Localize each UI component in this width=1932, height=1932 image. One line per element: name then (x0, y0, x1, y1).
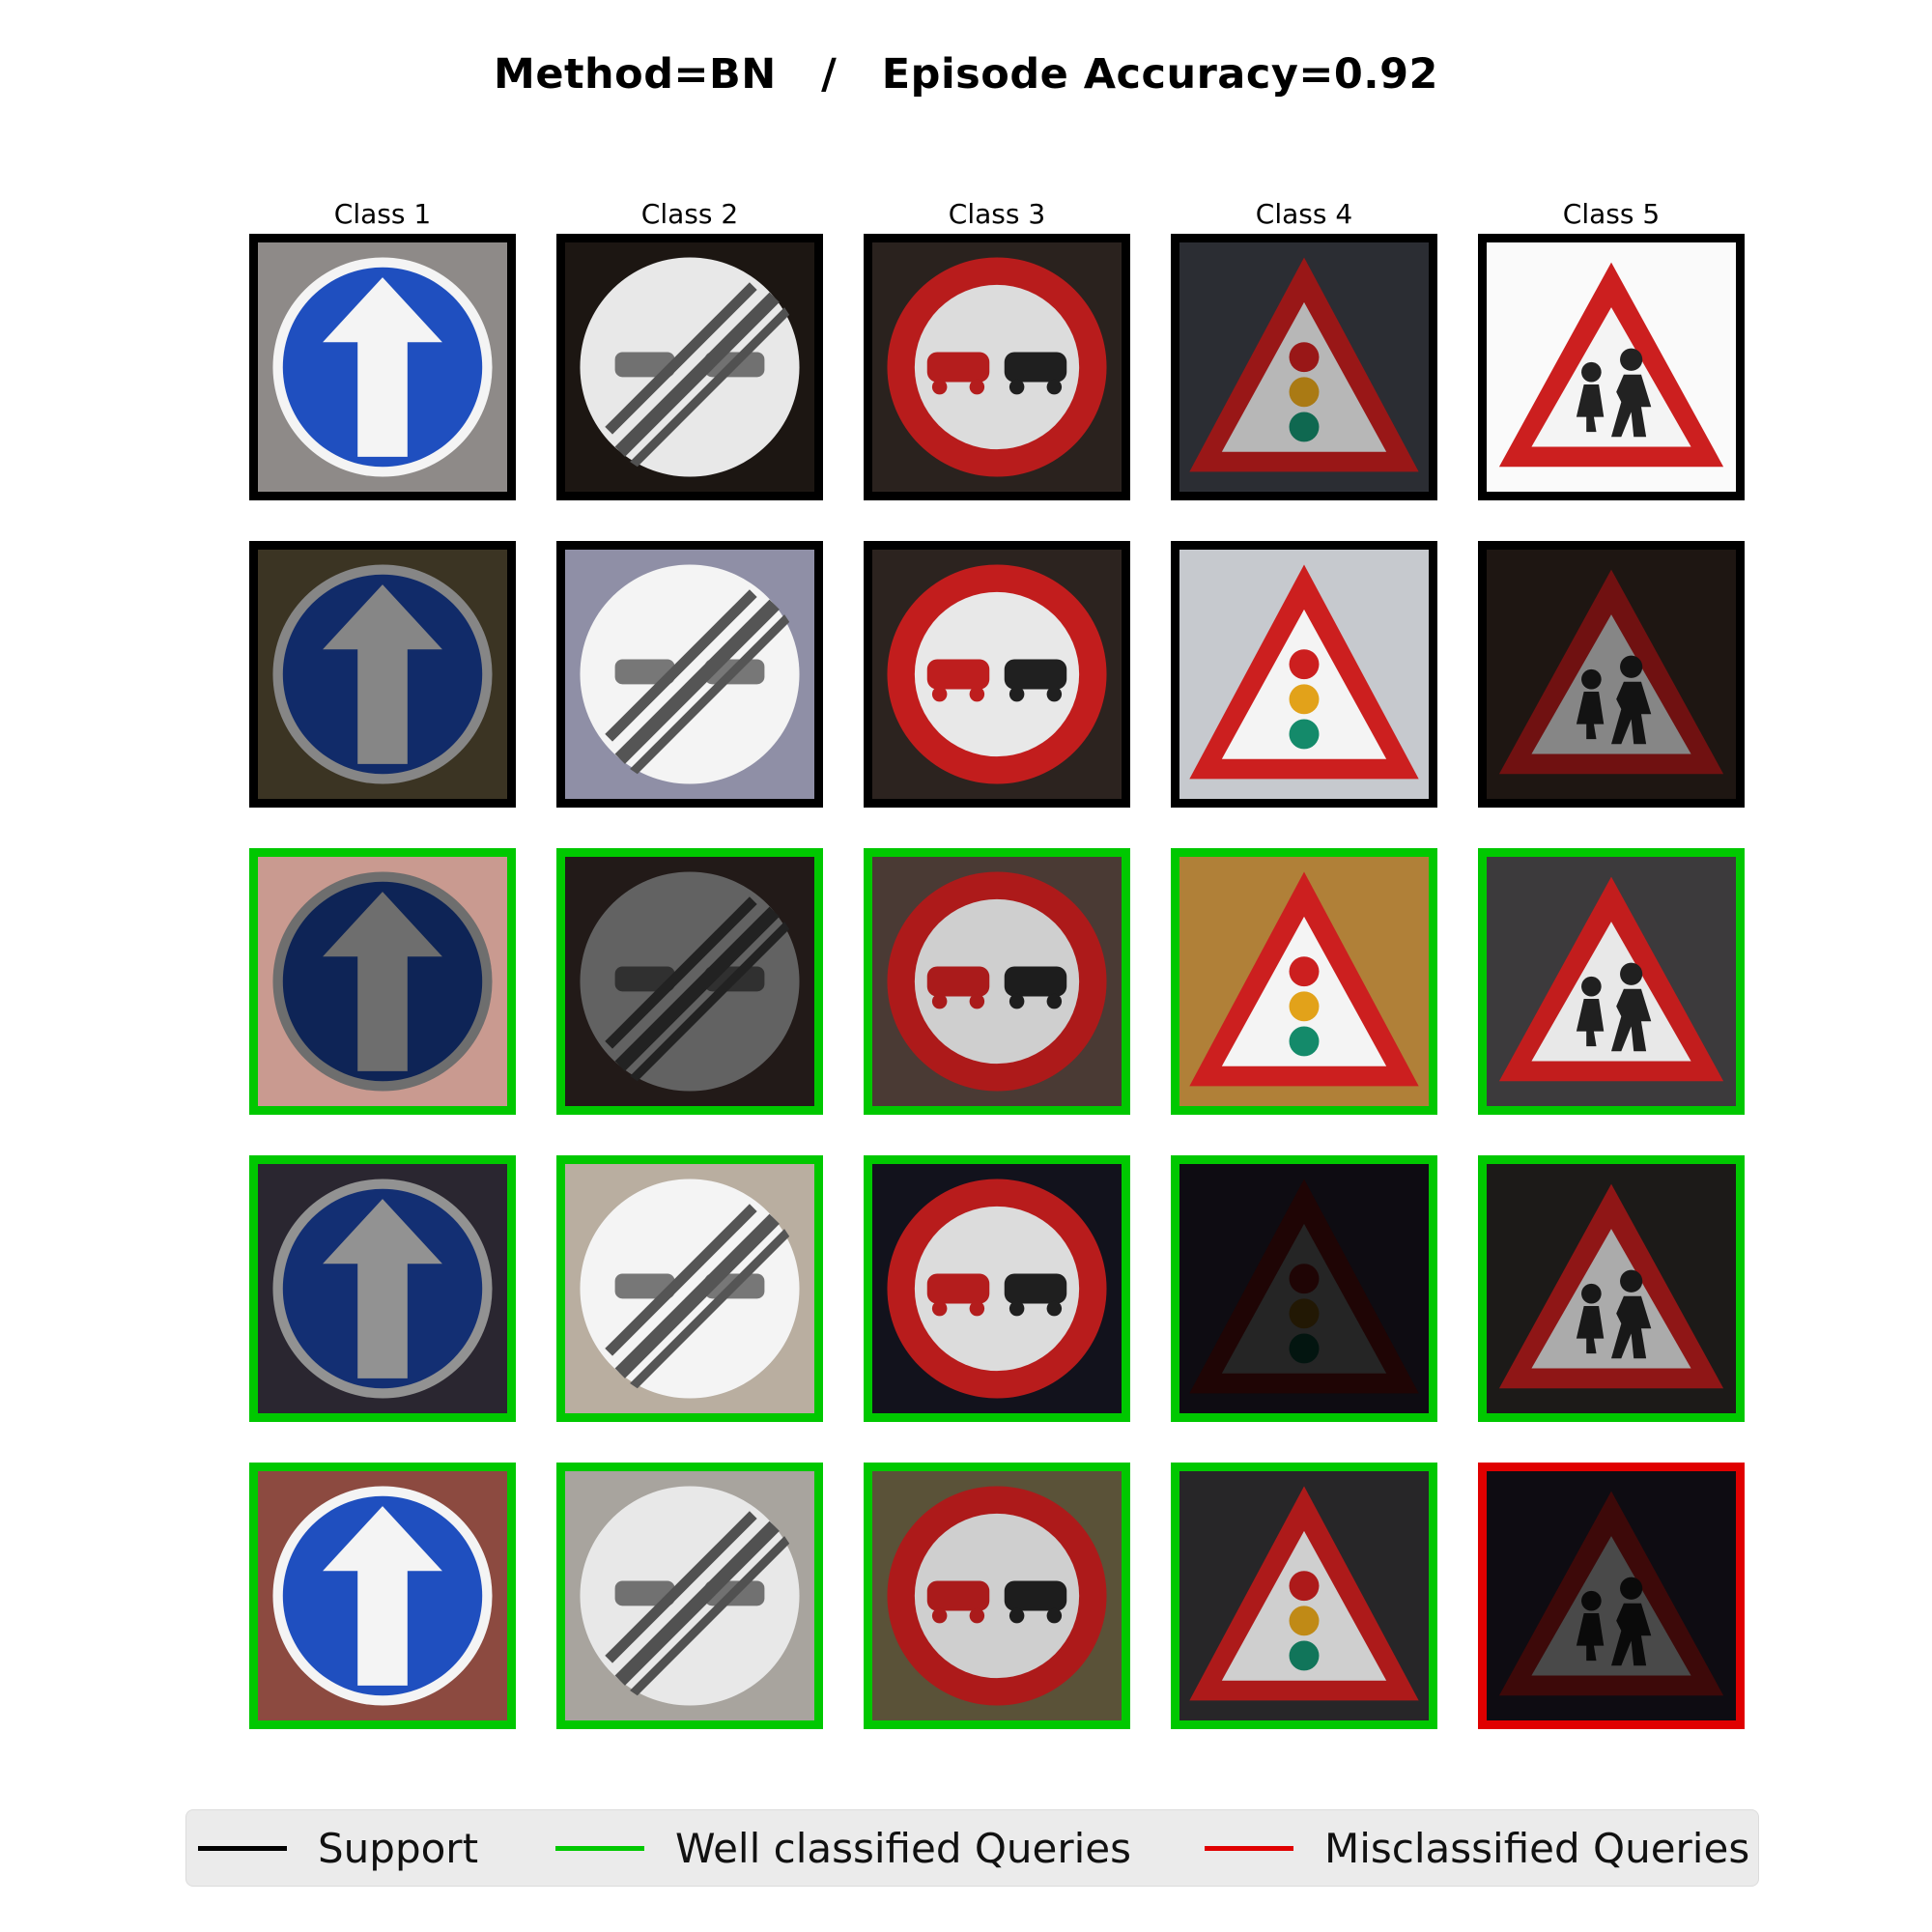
well-classified-query-image-r4-c1 (249, 1155, 516, 1422)
support-image-r2-c5 (1478, 541, 1745, 808)
legend-item-well: Well classified Queries (555, 1810, 1131, 1886)
children-crossing-warning-sign-icon (1487, 1164, 1736, 1413)
well-classified-query-image-r4-c5 (1478, 1155, 1745, 1422)
legend-label-well: Well classified Queries (675, 1824, 1132, 1872)
children-crossing-warning-sign-icon (1487, 242, 1736, 492)
ahead-only-sign-icon (258, 242, 507, 492)
well-classified-query-image-r3-c4 (1171, 848, 1437, 1115)
well-classified-query-image-r5-c2 (556, 1463, 823, 1729)
end-no-overtaking-sign-icon (565, 242, 814, 492)
no-overtaking-sign-icon (872, 550, 1122, 799)
traffic-signals-warning-sign-icon (1179, 242, 1429, 492)
legend-label-mis: Misclassified Queries (1324, 1824, 1750, 1872)
figure-title: Method=BN / Episode Accuracy=0.92 (494, 50, 1438, 99)
well-classified-query-image-r5-c3 (864, 1463, 1130, 1729)
support-image-r1-c4 (1171, 234, 1437, 500)
no-overtaking-sign-icon (872, 242, 1122, 492)
children-crossing-warning-sign-icon (1487, 857, 1736, 1106)
children-crossing-warning-sign-icon (1487, 550, 1736, 799)
no-overtaking-sign-icon (872, 1471, 1122, 1720)
traffic-signals-warning-sign-icon (1179, 1471, 1429, 1720)
misclassified-query-image-r5-c5 (1478, 1463, 1745, 1729)
ahead-only-sign-icon (258, 1164, 507, 1413)
well-classified-query-image-r4-c2 (556, 1155, 823, 1422)
ahead-only-sign-icon (258, 857, 507, 1106)
support-image-r1-c3 (864, 234, 1130, 500)
support-line-swatch (198, 1845, 287, 1851)
mis-line-swatch (1205, 1845, 1293, 1851)
support-image-r1-c2 (556, 234, 823, 500)
support-image-r1-c5 (1478, 234, 1745, 500)
well-classified-query-image-r4-c3 (864, 1155, 1130, 1422)
end-no-overtaking-sign-icon (565, 1164, 814, 1413)
support-image-r2-c4 (1171, 541, 1437, 808)
column-header-class-4: Class 4 (1255, 198, 1353, 230)
legend-label-support: Support (318, 1824, 479, 1872)
column-header-class-3: Class 3 (948, 198, 1046, 230)
well-classified-query-image-r5-c1 (249, 1463, 516, 1729)
well-classified-query-image-r3-c5 (1478, 848, 1745, 1115)
children-crossing-warning-sign-icon (1487, 1471, 1736, 1720)
traffic-signals-warning-sign-icon (1179, 1164, 1429, 1413)
traffic-signals-warning-sign-icon (1179, 550, 1429, 799)
legend: Support Well classified Queries Misclass… (185, 1809, 1759, 1887)
end-no-overtaking-sign-icon (565, 1471, 814, 1720)
column-header-class-1: Class 1 (333, 198, 432, 230)
ahead-only-sign-icon (258, 1471, 507, 1720)
no-overtaking-sign-icon (872, 1164, 1122, 1413)
support-image-r2-c3 (864, 541, 1130, 808)
support-image-r1-c1 (249, 234, 516, 500)
well-classified-query-image-r3-c2 (556, 848, 823, 1115)
column-header-class-5: Class 5 (1562, 198, 1661, 230)
support-image-r2-c1 (249, 541, 516, 808)
legend-item-mis: Misclassified Queries (1205, 1810, 1749, 1886)
legend-item-support: Support (198, 1810, 478, 1886)
well-classified-query-image-r3-c1 (249, 848, 516, 1115)
no-overtaking-sign-icon (872, 857, 1122, 1106)
well-classified-query-image-r4-c4 (1171, 1155, 1437, 1422)
column-header-class-2: Class 2 (640, 198, 739, 230)
well-classified-query-image-r3-c3 (864, 848, 1130, 1115)
traffic-signals-warning-sign-icon (1179, 857, 1429, 1106)
end-no-overtaking-sign-icon (565, 857, 814, 1106)
support-image-r2-c2 (556, 541, 823, 808)
well-classified-query-image-r5-c4 (1171, 1463, 1437, 1729)
end-no-overtaking-sign-icon (565, 550, 814, 799)
well-line-swatch (555, 1845, 644, 1851)
ahead-only-sign-icon (258, 550, 507, 799)
